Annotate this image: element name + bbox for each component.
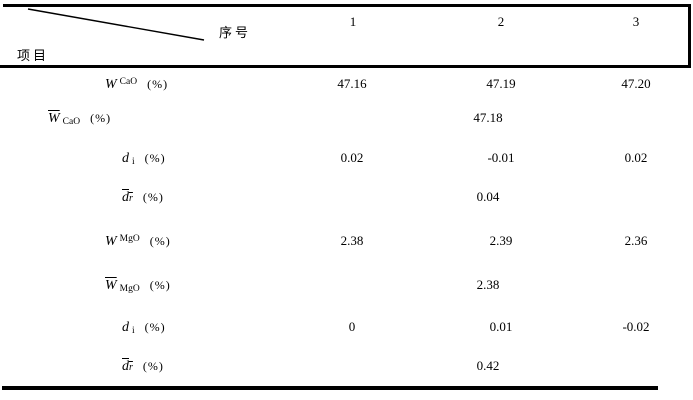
table-row: W MgO (%) 2.38 2.39 2.36 [0, 233, 693, 255]
row-label: W MgO (%) [105, 277, 171, 294]
row-label-script: CaO [62, 117, 81, 127]
row-label-unit: (%) [149, 278, 171, 292]
corner-row-axis-label: 项目 [17, 48, 50, 63]
row-label: W CaO (%) [105, 76, 168, 93]
cell-value: 2.36 [624, 233, 648, 248]
cell-value: 2.38 [476, 277, 500, 292]
cell-value: -0.01 [487, 150, 515, 165]
table-row: dr (%) 0.42 [0, 358, 693, 380]
row-label: dr (%) [122, 189, 164, 206]
row-label-symbol: d [122, 190, 129, 205]
row-label-script: i [132, 157, 135, 167]
cell-value: 0.04 [476, 189, 500, 204]
cell-value: 47.18 [473, 110, 503, 125]
row-label-symbol: W [105, 77, 117, 92]
cell-value: 0 [348, 319, 356, 334]
row-label-unit: (%) [142, 190, 164, 204]
cell-value: 0.02 [624, 150, 648, 165]
table-row: W MgO (%) 2.38 [0, 277, 693, 299]
table-row: W CaO (%) 47.18 [0, 110, 693, 132]
row-label: W CaO (%) [48, 110, 111, 127]
row-label-unit: (%) [144, 151, 166, 165]
column-header-2: 2 [497, 14, 505, 29]
cell-value: 47.19 [486, 76, 516, 91]
table-row: d i (%) 0.02 -0.01 0.02 [0, 150, 693, 172]
row-label-unit: (%) [144, 320, 166, 334]
cell-value: 0.01 [489, 319, 513, 334]
row-label-script: i [132, 326, 135, 336]
row-label-symbol: d [122, 320, 129, 335]
cell-value: 2.38 [340, 233, 364, 248]
row-label-symbol: W [105, 278, 117, 293]
corner-col-axis-label: 序号 [219, 25, 252, 40]
column-header-3: 3 [632, 14, 640, 29]
row-label-script: r [129, 362, 133, 373]
row-label: d i (%) [122, 319, 166, 336]
table-row: d i (%) 0 0.01 -0.02 [0, 319, 693, 341]
row-label-script: CaO [119, 77, 138, 87]
header-bottom-border [0, 65, 691, 68]
row-label-unit: (%) [149, 234, 171, 248]
diagonal-divider-line [27, 8, 205, 41]
row-label-script: MgO [119, 234, 140, 244]
row-label-unit: (%) [142, 359, 164, 373]
row-label-symbol: W [48, 111, 60, 126]
table-row: W CaO (%) 47.16 47.19 47.20 [0, 76, 693, 98]
row-label: d i (%) [122, 150, 166, 167]
row-label-symbol: W [105, 234, 117, 249]
row-label: W MgO (%) [105, 233, 171, 250]
column-header-1: 1 [349, 14, 357, 29]
header-right-border [688, 4, 691, 68]
cell-value: 2.39 [489, 233, 513, 248]
table-bottom-border [2, 386, 658, 390]
cell-value: 0.42 [476, 358, 500, 373]
table-row: dr (%) 0.04 [0, 189, 693, 211]
row-label-unit: (%) [147, 77, 169, 91]
cell-value: 0.02 [340, 150, 364, 165]
cell-value: -0.02 [622, 319, 650, 334]
cell-value: 47.20 [621, 76, 651, 91]
cell-value: 47.16 [337, 76, 367, 91]
row-label-script: r [129, 193, 133, 204]
row-label-unit: (%) [90, 111, 112, 125]
row-label-script: MgO [119, 284, 140, 294]
row-label-symbol: d [122, 359, 129, 374]
row-label: dr (%) [122, 358, 164, 375]
row-label-symbol: d [122, 151, 129, 166]
table-top-border [3, 4, 691, 7]
